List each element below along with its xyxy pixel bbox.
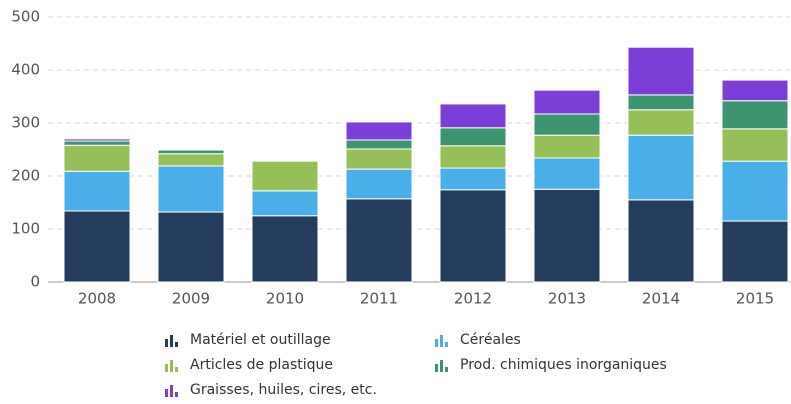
bar-segment [63,140,131,146]
bar-segment [157,149,225,155]
legend-icon [445,342,448,347]
legend-icon [170,385,173,397]
bar-segment [627,109,695,136]
legend-icon [165,389,168,397]
legend-icon [170,335,173,347]
legend-icon [445,367,448,372]
bar-segment [533,113,601,136]
legend-label: Matériel et outillage [190,332,331,348]
x-tick-label: 2015 [736,290,774,308]
bar-segment [721,100,789,130]
bar-segment [345,139,413,150]
bar-segment [63,170,131,212]
x-tick-label: 2008 [78,290,116,308]
bar-segment [63,144,131,172]
legend-icon [435,364,438,372]
bar-segment [721,160,789,222]
bar-segment [157,153,225,167]
legend-icon [175,342,178,347]
bar-segment [439,189,507,283]
bar-segment [533,89,601,115]
bar-segment [251,215,319,283]
x-tick-label: 2010 [266,290,304,308]
legend-icon [175,392,178,397]
legend-label: Articles de plastique [190,357,333,373]
bar-segment [439,167,507,191]
bar-segment [533,134,601,159]
y-tick-label: 300 [11,114,40,132]
x-tick-label: 2011 [360,290,398,308]
bar-segment [627,46,695,96]
y-tick-label: 200 [11,167,40,185]
bar-segment [345,148,413,170]
bar-segment [627,134,695,201]
legend-label: Prod. chimiques inorganiques [460,357,667,373]
y-tick-label: 400 [11,61,40,79]
bar-segment [63,210,131,283]
bar-segment [345,121,413,141]
legend-icon [440,360,443,372]
x-tick-label: 2009 [172,290,210,308]
bar-segment [345,168,413,200]
y-tick-label: 100 [11,220,40,238]
bar-segment [251,190,319,217]
legend-icon [170,360,173,372]
legend-icon [165,339,168,347]
y-tick-label: 500 [11,8,40,26]
bar-segment [345,198,413,283]
bar-segment [533,188,601,283]
bar-segment [721,128,789,162]
bar-segment [627,199,695,283]
legend-icon [175,367,178,372]
bar-segment [439,145,507,169]
x-tick-label: 2012 [454,290,492,308]
bar-segment [251,160,319,192]
legend-label: Graisses, huiles, cires, etc. [190,382,377,398]
legend-icon [435,339,438,347]
x-tick-label: 2014 [642,290,680,308]
bar-segment [721,220,789,283]
x-tick-label: 2013 [548,290,586,308]
legend-label: Céréales [460,332,521,348]
bar-segment [627,94,695,111]
bar-segment [63,138,131,142]
legend-icon [165,364,168,372]
legend-icon [440,335,443,347]
bar-segment [157,165,225,213]
y-tick-label: 0 [30,273,40,291]
bar-segment [157,211,225,283]
bar-segment [721,79,789,102]
bar-segment [533,157,601,190]
bar-segment [439,103,507,129]
bar-segment [439,127,507,147]
